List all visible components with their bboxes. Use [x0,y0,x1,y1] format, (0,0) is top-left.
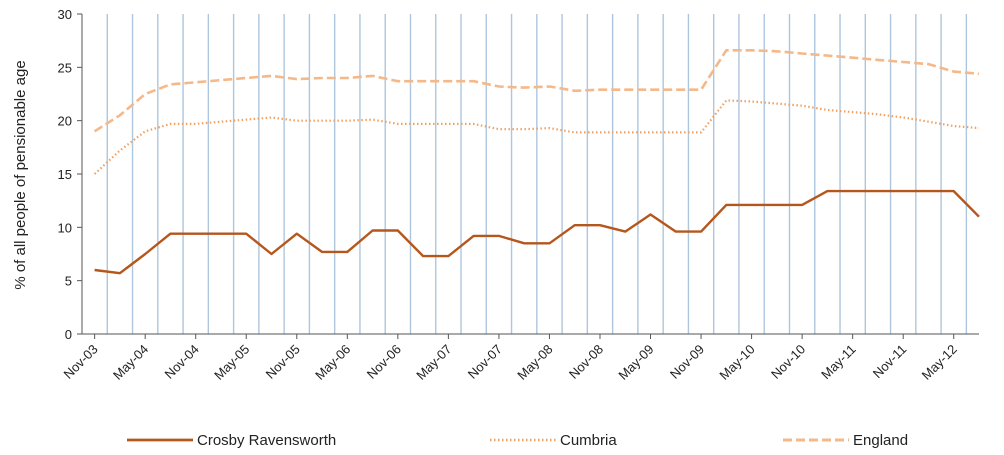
series-line-cumbria [93,99,980,175]
series-lines [93,48,980,275]
y-axis: 0 5 10 15 20 25 30 [58,7,83,342]
y-tick-label: 0 [65,327,72,342]
x-tick-label: May-06 [312,342,353,383]
x-tick-label: May-07 [413,342,454,383]
x-tick-label: Nov-08 [566,342,606,382]
series-line-crosby-ravensworth [94,189,980,275]
y-tick-label: 15 [58,167,72,182]
y-tick-label: 10 [58,220,72,235]
x-tick-label: May-12 [919,342,960,383]
x-tick-label: Nov-09 [667,342,707,382]
x-tick-label: May-05 [211,342,252,383]
x-tick-label: May-04 [110,342,151,383]
x-axis: Nov-03 May-04 Nov-04 May-05 Nov-05 May-06 Nov-… [61,333,979,383]
x-tick-label: May-10 [716,342,757,383]
x-tick-label: Nov-07 [465,342,505,382]
y-tick-label: 25 [58,60,72,75]
x-tick-label: Nov-10 [768,342,808,382]
legend-label: Cumbria [560,432,617,449]
x-tick-label: Nov-06 [364,342,404,382]
x-tick-label: May-11 [818,342,859,383]
x-tick-label: May-08 [514,342,555,383]
x-tick-label: Nov-05 [263,342,303,382]
y-tick-label: 5 [65,274,72,289]
x-tick-label: Nov-11 [870,342,910,382]
x-tick-label: May-09 [615,342,656,383]
legend-label: Crosby Ravensworth [197,432,336,449]
legend: Crosby Ravensworth Cumbria England [127,432,908,449]
x-tick-label: Nov-03 [61,342,101,382]
legend-label: England [853,432,908,449]
y-tick-label: 30 [58,7,72,22]
series-line-england [93,48,980,133]
x-tick-label: Nov-04 [162,342,202,382]
y-axis-title: % of all people of pensionable age [12,60,29,289]
y-tick-label: 20 [58,114,72,129]
vertical-gridlines [106,14,968,334]
